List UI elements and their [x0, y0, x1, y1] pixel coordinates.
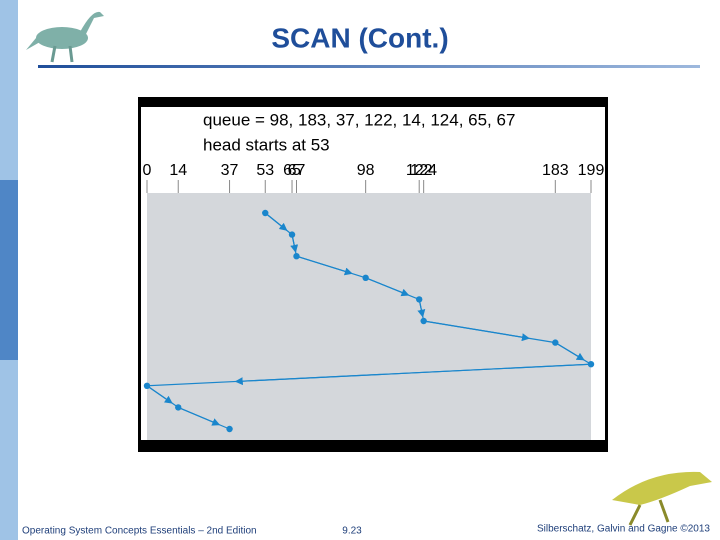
- head-point: [362, 274, 369, 281]
- x-tick-label: 65: [283, 162, 301, 179]
- plot-area: [147, 193, 591, 440]
- slide-title: SCAN (Cont.): [271, 22, 448, 53]
- x-tick-label: 199: [578, 162, 605, 179]
- footer-right: Silberschatz, Galvin and Gagne ©2013: [537, 524, 710, 535]
- dinosaur-logo: [612, 471, 712, 526]
- x-tick-label: 67: [288, 162, 306, 179]
- head-point: [587, 361, 595, 368]
- footer-left: Operating System Concepts Essentials – 2…: [22, 526, 257, 537]
- head-point: [262, 209, 269, 217]
- x-tick-label: 53: [256, 162, 274, 179]
- head-point: [288, 231, 296, 238]
- x-tick-label: 124: [410, 162, 437, 179]
- x-tick-label: 37: [221, 162, 239, 179]
- head-point: [175, 404, 182, 411]
- title-rule: [38, 65, 700, 68]
- side-bar: [0, 360, 18, 540]
- footer-center: 9.23: [342, 526, 362, 537]
- dinosaur-logo: [26, 11, 104, 63]
- head-point: [226, 425, 233, 433]
- figure-header: [141, 107, 605, 193]
- head-point: [420, 317, 427, 325]
- side-bar: [0, 0, 18, 180]
- head-point: [552, 339, 559, 346]
- head-point: [293, 253, 300, 260]
- head-point: [416, 296, 423, 303]
- x-tick-label: 183: [542, 162, 569, 179]
- x-tick-label: 0: [143, 162, 152, 179]
- annotation: head starts at 53: [203, 135, 330, 154]
- x-tick-label: 122: [406, 162, 433, 179]
- x-tick-label: 14: [169, 162, 187, 179]
- annotation: queue = 98, 183, 37, 122, 14, 124, 65, 6…: [203, 110, 515, 129]
- head-point: [143, 382, 151, 389]
- side-bar: [0, 180, 18, 360]
- x-tick-label: 98: [357, 162, 375, 179]
